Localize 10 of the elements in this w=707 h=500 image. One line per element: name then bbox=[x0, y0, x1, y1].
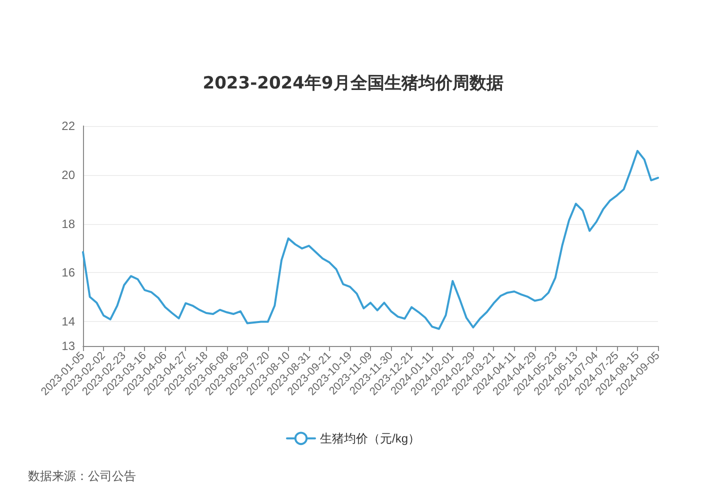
y-tick-label: 22 bbox=[62, 119, 76, 133]
y-tick-label: 14 bbox=[62, 314, 76, 329]
y-tick-label: 13 bbox=[62, 339, 76, 353]
source-note: 数据来源：公司公告 bbox=[28, 469, 136, 483]
y-tick-label: 20 bbox=[62, 168, 76, 182]
chart-title: 2023-2024年9月全国生猪均价周数据 bbox=[202, 74, 504, 94]
y-tick-label: 18 bbox=[62, 216, 76, 231]
line-series bbox=[82, 150, 659, 330]
legend-label: 生猪均价（元/kg） bbox=[320, 431, 420, 446]
y-tick-label: 16 bbox=[62, 266, 76, 280]
